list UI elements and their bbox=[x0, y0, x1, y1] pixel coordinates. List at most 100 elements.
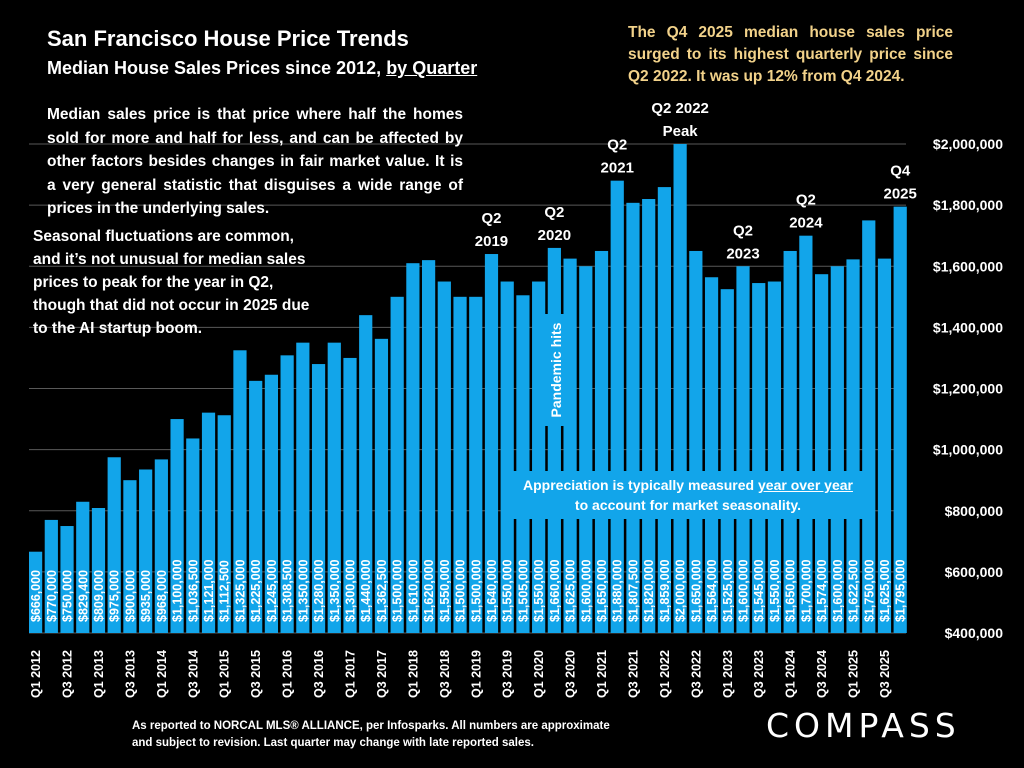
bar-q2-2013 bbox=[107, 457, 121, 633]
bar-q2-2016 bbox=[296, 342, 310, 633]
y-tick-label: $800,000 bbox=[945, 503, 1004, 519]
headline-callout: The Q4 2025 median house sales price sur… bbox=[628, 24, 953, 85]
bar-q2-2018 bbox=[422, 260, 436, 633]
bar-value-label: $1,350,000 bbox=[296, 559, 310, 622]
x-tick-label: Q1 2020 bbox=[532, 650, 546, 698]
y-tick-label: $1,400,000 bbox=[933, 319, 1003, 335]
pandemic-label: Pandemic hits bbox=[548, 322, 564, 418]
bar-value-label: $750,000 bbox=[61, 570, 75, 622]
bar-value-label: $1,112,500 bbox=[218, 560, 232, 622]
bar-q3-2024 bbox=[815, 274, 829, 633]
annotation-label: Q2 bbox=[733, 222, 753, 239]
bar-q1-2021 bbox=[594, 250, 609, 633]
bar-value-label: $1,505,000 bbox=[516, 559, 530, 622]
subtitle-by-quarter: by Quarter bbox=[386, 58, 478, 78]
bar-q4-2017 bbox=[390, 296, 404, 633]
bar-q1-2019 bbox=[469, 296, 483, 633]
bar-value-label: $1,622,500 bbox=[847, 559, 861, 622]
appreciation-callout: Appreciation is typically measured year … bbox=[501, 471, 875, 519]
x-tick-label: Q3 2025 bbox=[878, 650, 892, 698]
bar-value-label: $935,000 bbox=[139, 570, 153, 622]
appreciation-prefix: Appreciation is typically measured bbox=[523, 477, 758, 493]
bar-value-label: $1,500,000 bbox=[391, 559, 405, 622]
y-tick-label: $1,000,000 bbox=[933, 442, 1003, 458]
x-tick-label: Q1 2018 bbox=[406, 650, 420, 698]
bar-q2-2025 bbox=[862, 220, 876, 633]
bar-value-label: $1,362,500 bbox=[375, 559, 389, 622]
bar-q1-2024 bbox=[783, 250, 797, 633]
bar-q2-2023 bbox=[736, 266, 750, 633]
bar-value-label: $1,807,500 bbox=[626, 559, 640, 622]
bar-q4-2019 bbox=[516, 295, 530, 633]
bar-value-label: $829,400 bbox=[76, 570, 90, 622]
x-tick-label: Q1 2017 bbox=[344, 650, 358, 698]
bar-q3-2019 bbox=[500, 281, 514, 633]
annotation-label: 2021 bbox=[601, 160, 634, 177]
bar-q4-2025 bbox=[893, 206, 907, 633]
subtitle-text: Median House Sales Prices since 2012, bbox=[47, 58, 387, 78]
bar-value-label: $1,880,000 bbox=[611, 559, 625, 622]
x-tick-label: Q1 2013 bbox=[92, 650, 106, 698]
bar-q2-2017 bbox=[359, 315, 373, 633]
x-tick-label: Q1 2012 bbox=[29, 650, 43, 698]
annotation-label: 2023 bbox=[726, 245, 759, 262]
compass-logo: COMPASS bbox=[766, 706, 961, 745]
bar-value-label: $968,000 bbox=[155, 570, 169, 622]
x-tick-label: Q1 2024 bbox=[784, 650, 798, 698]
annotation-label: Q2 2022 bbox=[651, 100, 709, 117]
bar-q3-2025 bbox=[877, 258, 892, 633]
bar-q3-2013 bbox=[123, 480, 137, 633]
bar-value-label: $1,750,000 bbox=[862, 559, 876, 622]
bar-value-label: $1,564,000 bbox=[705, 559, 719, 622]
bar-value-label: $1,620,000 bbox=[422, 559, 436, 622]
y-tick-label: $1,600,000 bbox=[933, 258, 1003, 274]
bar-value-label: $1,545,000 bbox=[752, 559, 766, 622]
annotation-label: 2020 bbox=[538, 227, 571, 244]
annotation-label: Q2 bbox=[607, 137, 627, 154]
bar-value-label: $1,500,000 bbox=[469, 559, 483, 622]
bar-q2-2012 bbox=[44, 519, 58, 633]
x-tick-label: Q3 2024 bbox=[815, 650, 829, 698]
bar-value-label: $1,650,000 bbox=[595, 559, 609, 622]
bar-value-label: $1,550,000 bbox=[501, 559, 515, 622]
bar-q1-2018 bbox=[406, 263, 420, 633]
x-tick-label: Q3 2023 bbox=[752, 650, 766, 698]
bar-q2-2021 bbox=[610, 180, 624, 634]
bar-q4-2024 bbox=[830, 266, 844, 633]
bar-value-label: $1,820,000 bbox=[642, 559, 656, 622]
bar-value-label: $1,650,000 bbox=[784, 559, 798, 622]
bar-value-label: $1,550,000 bbox=[768, 559, 782, 622]
bar-value-label: $1,121,000 bbox=[202, 559, 216, 622]
bar-q1-2013 bbox=[91, 507, 106, 633]
bar-q3-2018 bbox=[437, 281, 451, 633]
chart-subtitle: Median House Sales Prices since 2012, by… bbox=[47, 58, 477, 79]
bar-q2-2019 bbox=[484, 254, 499, 633]
x-tick-label: Q3 2014 bbox=[186, 650, 200, 698]
bar-value-label: $1,325,000 bbox=[233, 559, 247, 622]
bar-q4-2018 bbox=[453, 296, 467, 633]
bar-q3-2023 bbox=[752, 283, 766, 633]
x-tick-label: Q1 2019 bbox=[469, 650, 483, 698]
bar-value-label: $975,000 bbox=[108, 570, 122, 622]
bar-value-label: $1,600,000 bbox=[579, 559, 593, 622]
bar-q1-2023 bbox=[720, 289, 734, 633]
bar-q4-2012 bbox=[76, 501, 90, 633]
bar-q1-2025 bbox=[846, 259, 860, 633]
bar-value-label: $1,245,000 bbox=[265, 559, 279, 622]
x-tick-label: Q3 2012 bbox=[61, 650, 75, 698]
bar-value-label: $1,440,000 bbox=[359, 559, 373, 622]
y-tick-label: $2,000,000 bbox=[933, 136, 1003, 152]
bar-q3-2015 bbox=[249, 380, 263, 633]
bar-value-label: $900,000 bbox=[123, 570, 137, 622]
bar-value-label: $1,660,000 bbox=[548, 559, 562, 622]
y-tick-label: $1,800,000 bbox=[933, 197, 1003, 213]
footer-line-1: As reported to NORCAL MLS® ALLIANCE, per… bbox=[132, 720, 610, 732]
bar-value-label: $1,700,000 bbox=[799, 559, 813, 622]
annotation-label: Q4 bbox=[890, 163, 911, 180]
pandemic-callout: Pandemic hits bbox=[541, 314, 571, 426]
x-tick-label: Q3 2018 bbox=[438, 650, 452, 698]
bar-q3-2021 bbox=[626, 202, 640, 633]
bar-q1-2015 bbox=[217, 415, 231, 633]
bar-value-label: $1,300,000 bbox=[344, 559, 358, 622]
bar-value-label: $1,600,000 bbox=[831, 559, 845, 622]
